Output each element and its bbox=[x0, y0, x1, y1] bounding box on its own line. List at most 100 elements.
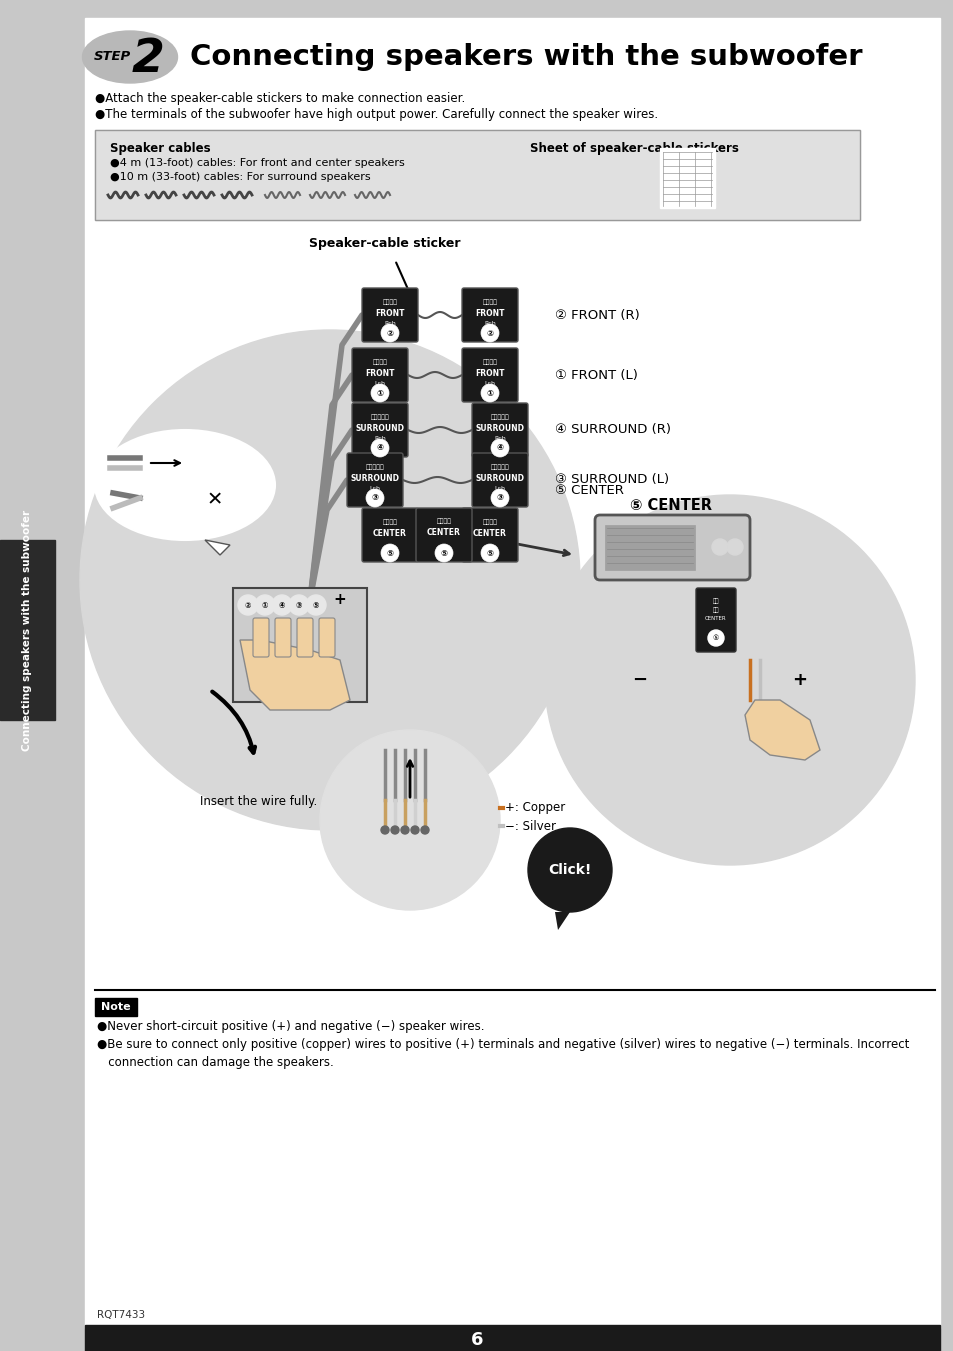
Ellipse shape bbox=[82, 31, 177, 82]
Bar bbox=[0, 540, 55, 720]
Text: Connecting speakers with the subwoofer: Connecting speakers with the subwoofer bbox=[22, 509, 32, 751]
Text: FRONT: FRONT bbox=[475, 309, 504, 317]
Bar bbox=[659, 149, 714, 208]
Text: +: + bbox=[334, 593, 346, 608]
Text: ●The terminals of the subwoofer have high output power. Carefully connect the sp: ●The terminals of the subwoofer have hig… bbox=[95, 108, 658, 122]
Text: ③: ③ bbox=[496, 493, 503, 503]
Bar bbox=[95, 998, 137, 1016]
Bar bbox=[95, 130, 859, 220]
Circle shape bbox=[371, 439, 389, 457]
Text: SURROUND: SURROUND bbox=[475, 474, 524, 484]
Text: STEP: STEP bbox=[93, 50, 131, 63]
Text: Lch: Lch bbox=[484, 381, 495, 386]
Circle shape bbox=[544, 494, 914, 865]
Polygon shape bbox=[205, 540, 230, 555]
Text: ⑤: ⑤ bbox=[712, 635, 719, 640]
Text: ●4 m (13-foot) cables: For front and center speakers: ●4 m (13-foot) cables: For front and cen… bbox=[110, 158, 404, 168]
FancyBboxPatch shape bbox=[472, 403, 527, 457]
FancyBboxPatch shape bbox=[461, 349, 517, 403]
Text: ⑤ CENTER: ⑤ CENTER bbox=[555, 484, 623, 497]
Text: ④: ④ bbox=[496, 443, 503, 453]
Polygon shape bbox=[240, 640, 350, 711]
Text: Lch: Lch bbox=[375, 381, 385, 386]
Text: 6: 6 bbox=[470, 1331, 483, 1350]
Text: Rch: Rch bbox=[483, 322, 496, 326]
Circle shape bbox=[289, 594, 309, 615]
Text: +: Copper: +: Copper bbox=[504, 801, 565, 815]
Text: connection can damage the speakers.: connection can damage the speakers. bbox=[97, 1056, 334, 1069]
Text: Lch: Lch bbox=[494, 486, 505, 490]
Circle shape bbox=[420, 825, 429, 834]
Text: ③ SURROUND (L): ③ SURROUND (L) bbox=[555, 473, 668, 486]
Text: ④ SURROUND (R): ④ SURROUND (R) bbox=[555, 423, 670, 436]
Text: Connecting speakers with the subwoofer: Connecting speakers with the subwoofer bbox=[190, 43, 862, 72]
Text: センター: センター bbox=[482, 519, 497, 524]
Text: ②: ② bbox=[386, 328, 394, 338]
Circle shape bbox=[306, 594, 326, 615]
Text: Note: Note bbox=[101, 1002, 131, 1012]
Text: FRONT: FRONT bbox=[375, 309, 404, 317]
Text: ③: ③ bbox=[371, 493, 378, 503]
FancyBboxPatch shape bbox=[352, 403, 408, 457]
Polygon shape bbox=[555, 912, 569, 929]
Text: SURROUND: SURROUND bbox=[350, 474, 399, 484]
Text: ●10 m (33-foot) cables: For surround speakers: ●10 m (33-foot) cables: For surround spe… bbox=[110, 172, 370, 182]
FancyBboxPatch shape bbox=[352, 349, 408, 403]
Text: サラウンド: サラウンド bbox=[490, 413, 509, 420]
Circle shape bbox=[527, 828, 612, 912]
Bar bbox=[95, 130, 859, 220]
Text: Sheet of speaker-cable stickers: Sheet of speaker-cable stickers bbox=[530, 142, 739, 155]
Text: SURROUND: SURROUND bbox=[355, 424, 404, 434]
Circle shape bbox=[711, 539, 727, 555]
Text: フロント: フロント bbox=[482, 359, 497, 365]
Bar bbox=[85, 1325, 939, 1351]
FancyBboxPatch shape bbox=[472, 453, 527, 507]
Text: フロント: フロント bbox=[482, 299, 497, 304]
FancyBboxPatch shape bbox=[416, 508, 472, 562]
Text: ●Never short-circuit positive (+) and negative (−) speaker wires.: ●Never short-circuit positive (+) and ne… bbox=[97, 1020, 484, 1034]
Bar bbox=[604, 526, 695, 570]
Text: ②: ② bbox=[245, 600, 251, 609]
Circle shape bbox=[726, 539, 742, 555]
FancyBboxPatch shape bbox=[296, 617, 313, 657]
Text: ●Attach the speaker-cable stickers to make connection easier.: ●Attach the speaker-cable stickers to ma… bbox=[95, 92, 465, 105]
Text: サラウンド: サラウンド bbox=[365, 463, 384, 470]
FancyBboxPatch shape bbox=[233, 588, 367, 703]
Text: Insert the wire fully.: Insert the wire fully. bbox=[200, 794, 317, 808]
Circle shape bbox=[380, 544, 398, 562]
Circle shape bbox=[366, 489, 384, 507]
Text: フロント: フロント bbox=[382, 299, 397, 304]
Text: ⑤: ⑤ bbox=[313, 600, 319, 609]
Text: CENTER: CENTER bbox=[704, 616, 726, 621]
Circle shape bbox=[435, 544, 453, 562]
Circle shape bbox=[272, 594, 292, 615]
Text: ⑤ CENTER: ⑤ CENTER bbox=[629, 497, 711, 512]
Text: ① FRONT (L): ① FRONT (L) bbox=[555, 369, 638, 381]
Text: +: + bbox=[792, 671, 806, 689]
Text: ⑤: ⑤ bbox=[386, 549, 394, 558]
Text: ⑤: ⑤ bbox=[486, 549, 493, 558]
Circle shape bbox=[491, 489, 509, 507]
Text: CENTER: CENTER bbox=[373, 530, 407, 538]
Text: センター: センター bbox=[382, 519, 397, 524]
Circle shape bbox=[80, 330, 579, 830]
Text: ✕: ✕ bbox=[207, 490, 223, 509]
FancyBboxPatch shape bbox=[274, 617, 291, 657]
Text: ④: ④ bbox=[278, 600, 285, 609]
Text: ●Be sure to connect only positive (copper) wires to positive (+) terminals and n: ●Be sure to connect only positive (coppe… bbox=[97, 1038, 908, 1051]
FancyBboxPatch shape bbox=[361, 508, 417, 562]
FancyBboxPatch shape bbox=[347, 453, 402, 507]
Bar bbox=[85, 18, 939, 1328]
Circle shape bbox=[480, 384, 498, 403]
Circle shape bbox=[371, 384, 389, 403]
Text: CENTER: CENTER bbox=[473, 530, 506, 538]
Circle shape bbox=[237, 594, 257, 615]
Text: ター: ター bbox=[712, 607, 719, 612]
Text: ② FRONT (R): ② FRONT (R) bbox=[555, 308, 639, 322]
Text: −: − bbox=[334, 682, 346, 697]
Text: RQT7433: RQT7433 bbox=[97, 1310, 145, 1320]
Text: FRONT: FRONT bbox=[365, 369, 395, 378]
Text: ①: ① bbox=[486, 389, 493, 397]
Text: Speaker cables: Speaker cables bbox=[110, 142, 211, 155]
Text: SURROUND: SURROUND bbox=[475, 424, 524, 434]
